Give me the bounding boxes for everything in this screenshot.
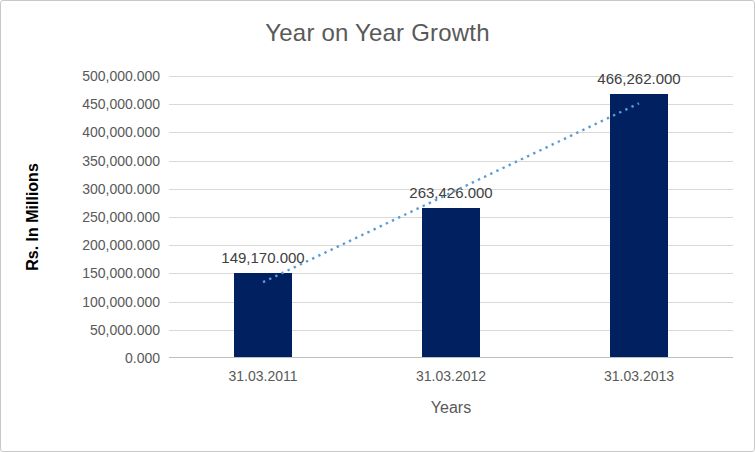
y-tick-label: 50,000.000: [90, 322, 160, 338]
chart-title: Year on Year Growth: [1, 19, 754, 47]
data-label: 466,262.000: [597, 70, 680, 87]
plot-area: 0.00050,000.000100,000.000150,000.000200…: [169, 76, 733, 358]
y-axis-title: Rs. In Millions: [24, 163, 42, 271]
y-tick-label: 500,000.000: [82, 68, 160, 84]
y-tick-label: 250,000.000: [82, 209, 160, 225]
x-tick-label: 31.03.2012: [416, 368, 486, 384]
y-tick-label: 350,000.000: [82, 153, 160, 169]
bar: [610, 94, 668, 357]
x-tick-label: 31.03.2013: [604, 368, 674, 384]
chart-container: Year on Year Growth Rs. In Millions 0.00…: [0, 0, 755, 452]
y-tick-label: 200,000.000: [82, 237, 160, 253]
bar: [422, 208, 480, 357]
data-label: 263,426.000: [409, 184, 492, 201]
y-tick-label: 150,000.000: [82, 265, 160, 281]
y-tick-label: 300,000.000: [82, 181, 160, 197]
x-axis-line: [169, 357, 733, 358]
data-label: 149,170.000: [221, 249, 304, 266]
y-tick-label: 100,000.000: [82, 294, 160, 310]
y-tick-label: 450,000.000: [82, 96, 160, 112]
y-tick-label: 0.000: [125, 350, 160, 366]
y-tick-label: 400,000.000: [82, 124, 160, 140]
bar: [234, 273, 292, 357]
x-axis-title: Years: [169, 399, 733, 417]
x-tick-label: 31.03.2011: [228, 368, 297, 384]
